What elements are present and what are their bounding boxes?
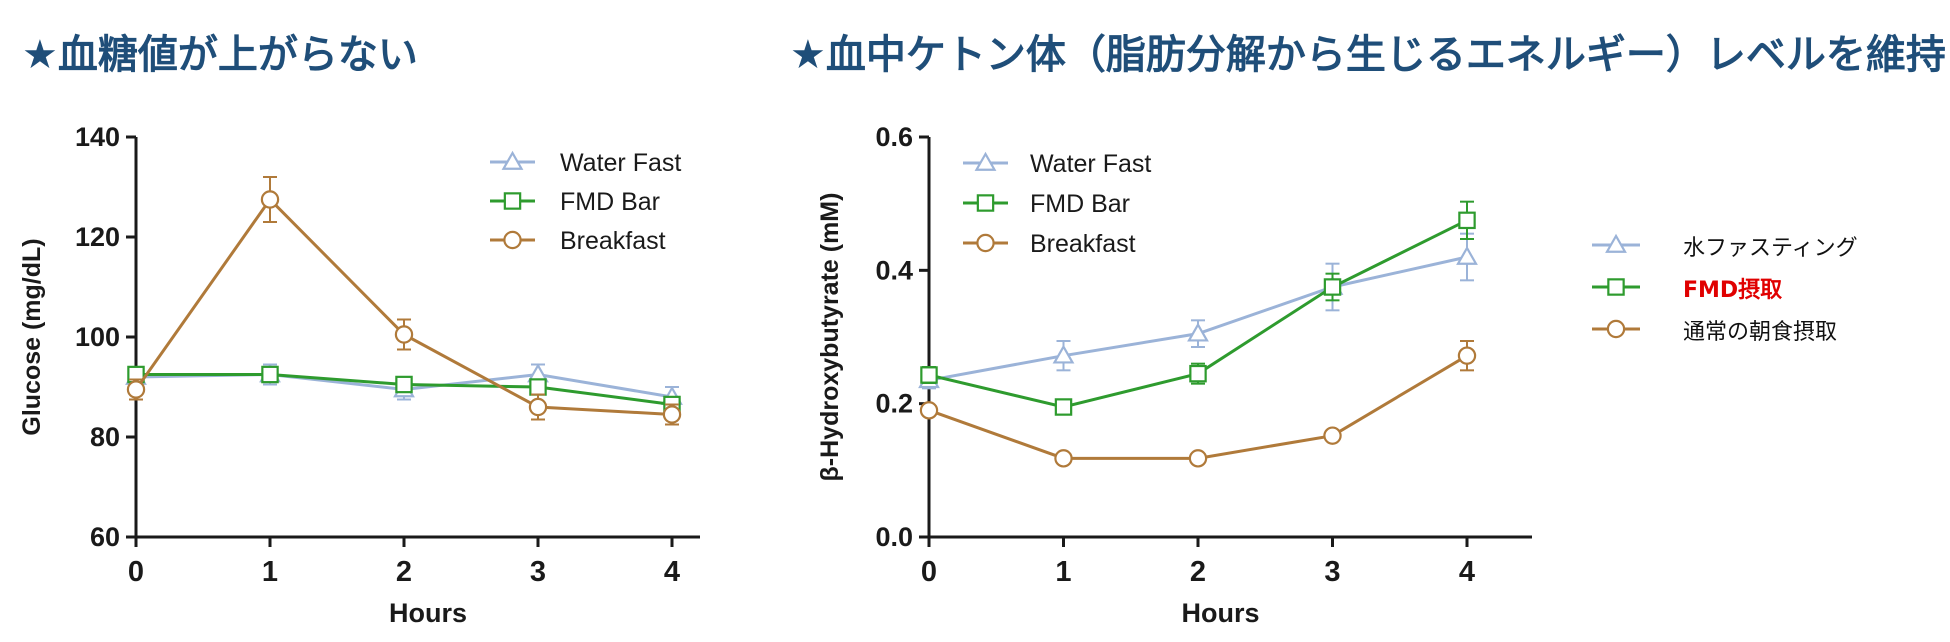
x-tick-label: 4 bbox=[664, 556, 680, 588]
legend-label: Breakfast bbox=[1030, 230, 1136, 258]
x-tick-label: 2 bbox=[1190, 556, 1206, 588]
data-point bbox=[1052, 344, 1075, 364]
y-tick-label: 0.6 bbox=[875, 122, 913, 152]
data-point bbox=[919, 401, 939, 420]
data-point bbox=[1188, 449, 1208, 468]
x-tick-label: 1 bbox=[1055, 556, 1071, 588]
ketone-heading: ★血中ケトン体（脂肪分解から生じるエネルギー）レベルを維持 bbox=[790, 32, 1946, 78]
data-point bbox=[528, 397, 548, 417]
data-point bbox=[1323, 426, 1342, 445]
jp-legend-label-water-fast: 水ファスティング bbox=[1683, 236, 1858, 261]
data-point bbox=[1189, 364, 1207, 383]
x-tick-label: 3 bbox=[530, 556, 546, 588]
x-tick-label: 0 bbox=[128, 556, 144, 588]
chart-ketone: 0.0 0.2 0.4 0.6 0 1 2 3 4 Hours β-Hydroxybutyrate … bbox=[816, 122, 1532, 628]
x-tick-label: 0 bbox=[921, 556, 937, 588]
data-point bbox=[529, 378, 547, 396]
data-point bbox=[1456, 245, 1478, 265]
jp-legend-marker bbox=[1605, 233, 1627, 253]
data-point bbox=[1054, 449, 1073, 468]
jp-legend-label-fmd: FMD摂取 bbox=[1683, 278, 1783, 303]
glucose-heading: ★血糖値が上がらない bbox=[22, 32, 418, 78]
legend-marker bbox=[974, 151, 997, 171]
chart-glucose: 60 80 100 120 140 0 1 2 3 4 Hours Glucose (mg/dL) Wa… bbox=[18, 122, 700, 628]
x-axis-label: Hours bbox=[389, 598, 467, 628]
y-tick-label: 0.4 bbox=[875, 255, 913, 285]
legend-marker bbox=[976, 194, 995, 212]
y-axis-label: β-Hydroxybutyrate (mM) bbox=[816, 193, 844, 482]
series-breakfast bbox=[919, 340, 1477, 468]
data-point bbox=[1187, 322, 1209, 342]
legend-label: Breakfast bbox=[560, 227, 666, 255]
data-point bbox=[1054, 398, 1073, 416]
legend-marker bbox=[503, 192, 522, 210]
data-point bbox=[394, 325, 414, 344]
y-axis-label: Glucose (mg/dL) bbox=[18, 238, 46, 435]
x-axis-label: Hours bbox=[1181, 598, 1259, 628]
y-tick-label: 0.2 bbox=[875, 389, 913, 419]
y-tick-label: 0.0 bbox=[875, 522, 913, 552]
legend-marker bbox=[976, 233, 995, 253]
y-tick-label: 100 bbox=[75, 322, 120, 352]
x-tick-label: 4 bbox=[1459, 556, 1475, 588]
legend-label: FMD Bar bbox=[560, 188, 660, 216]
y-tick-label: 140 bbox=[75, 122, 120, 152]
data-point bbox=[1323, 278, 1342, 296]
legend-label: FMD Bar bbox=[1030, 190, 1130, 218]
legend-label: Water Fast bbox=[560, 149, 681, 177]
series-fmd-bar bbox=[920, 200, 1476, 416]
y-tick-label: 120 bbox=[75, 222, 120, 252]
data-point bbox=[662, 405, 682, 424]
data-point bbox=[261, 365, 279, 384]
data-point bbox=[1458, 211, 1476, 230]
jp-legend-label-breakfast: 通常の朝食摂取 bbox=[1683, 320, 1838, 345]
x-tick-label: 1 bbox=[262, 556, 278, 588]
y-tick-label: 60 bbox=[90, 522, 120, 552]
series-water-fast bbox=[918, 232, 1478, 390]
data-point bbox=[126, 380, 146, 399]
y-tick-label: 80 bbox=[90, 422, 120, 452]
legend-marker bbox=[503, 230, 522, 250]
legend-label: Water Fast bbox=[1030, 150, 1151, 178]
data-point bbox=[395, 375, 413, 394]
legend-marker bbox=[501, 150, 524, 170]
data-point bbox=[260, 190, 280, 209]
data-point bbox=[1457, 346, 1477, 365]
jp-legend-marker bbox=[1607, 278, 1625, 296]
data-point bbox=[920, 366, 938, 384]
series-fmd-bar bbox=[127, 365, 681, 414]
series-breakfast bbox=[126, 176, 682, 426]
x-tick-label: 2 bbox=[396, 556, 412, 588]
x-tick-label: 3 bbox=[1324, 556, 1340, 588]
jp-legend-marker bbox=[1606, 319, 1626, 339]
series-line bbox=[928, 255, 1468, 382]
